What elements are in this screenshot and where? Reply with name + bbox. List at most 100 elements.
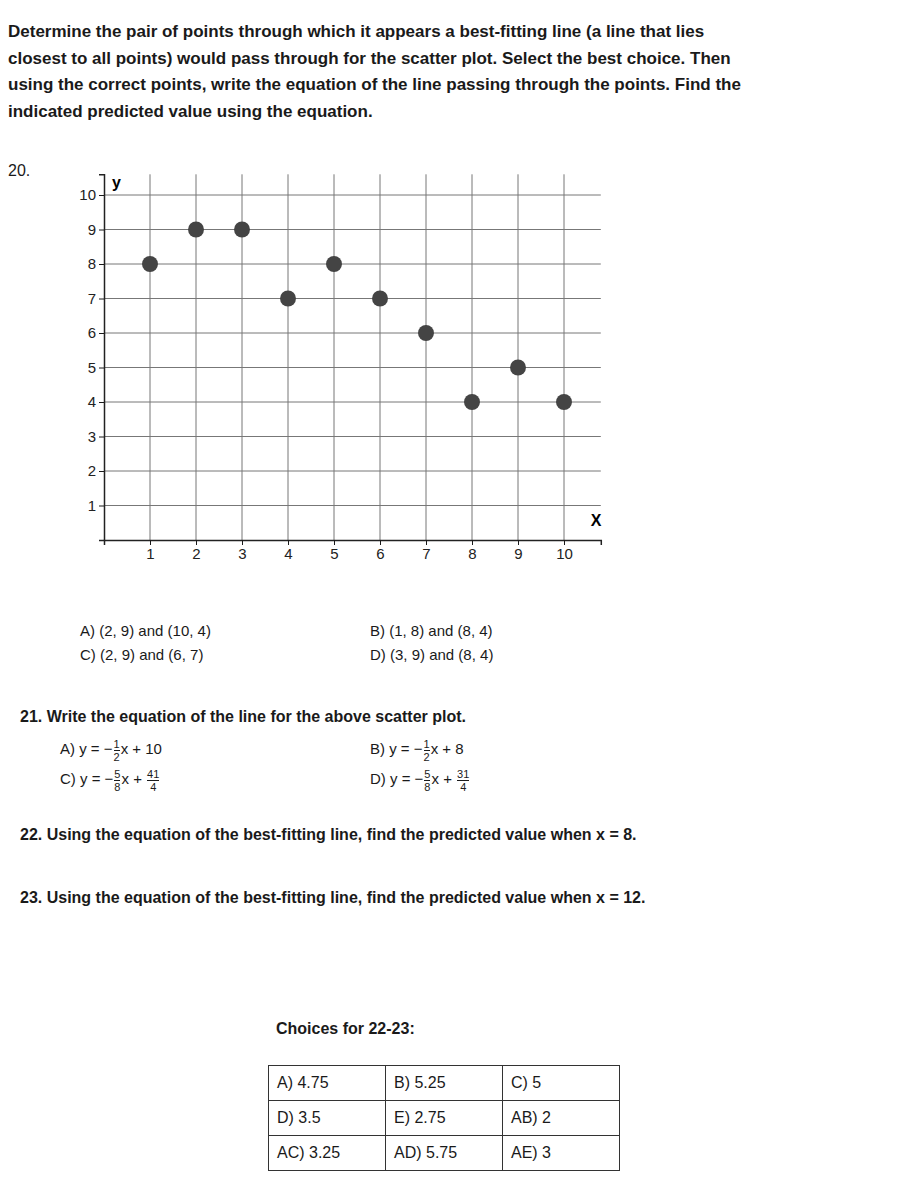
table-row: D) 3.5E) 2.75AB) 2 [269,1101,620,1136]
tick-label: 9 [514,545,522,562]
axis-title: X [591,512,602,529]
answer-choice: C) (2, 9) and (6, 7) [80,646,203,663]
instruction-line: indicated predicted value using the equa… [8,102,373,122]
tick-label: 4 [284,545,292,562]
answer-choice: A) (2, 9) and (10, 4) [80,622,211,639]
tick-mark [99,264,104,265]
fraction: 12 [424,738,430,763]
tick-label: 7 [88,290,96,307]
tick: 4 [88,393,104,410]
table-cell: C) 5 [503,1066,620,1101]
tick-label: 10 [79,186,96,203]
question: 21. Write the equation of the line for t… [20,708,466,726]
grid-line-y [104,402,601,403]
tick: 6 [88,324,104,341]
equation-part: y = − [390,770,423,787]
tick: 3 [88,428,104,445]
tick: 10 [79,186,104,203]
tick-label: 10 [556,545,573,562]
equation-part: y = − [389,740,422,757]
numerator: 5 [114,768,120,780]
grid-line-y [104,367,601,368]
table-cell: A) 4.75 [269,1066,386,1101]
axis-title: y [112,174,121,191]
tick: 1 [146,540,154,562]
tick: 7 [88,290,104,307]
tick-label: 6 [376,545,384,562]
tick: 6 [376,540,384,562]
data-point [142,256,158,272]
question: 23. Using the equation of the best-fitti… [20,889,645,907]
tick: 1 [88,497,104,514]
tick-label: 3 [88,428,96,445]
table-row: A) 4.75B) 5.25C) 5 [269,1066,620,1101]
equation-choice: D) y = −58x + 314 [370,768,470,793]
equation-part: x + [121,770,146,787]
tick-label: 2 [88,462,96,479]
tick-label: 1 [146,545,154,562]
tick: 10 [556,540,573,562]
tick-label: 9 [88,221,96,238]
space [76,770,80,787]
table-row: AC) 3.25AD) 5.75AE) 3 [269,1136,620,1171]
points [142,222,572,410]
tick-label: 5 [330,545,338,562]
denominator: 8 [424,780,430,793]
tick-label: 2 [192,545,200,562]
tick: 8 [88,255,104,272]
space [385,740,389,757]
fraction: 12 [114,738,120,763]
denominator: 2 [424,750,430,763]
choice-label: C) [60,770,76,787]
tick: 2 [88,462,104,479]
tick: 9 [514,540,522,562]
choices-table: A) 4.75B) 5.25C) 5D) 3.5E) 2.75AB) 2AC) … [268,1065,620,1171]
tick-mark [99,437,104,438]
data-point [234,222,250,238]
table-cell: E) 2.75 [386,1101,503,1136]
instruction-line: Determine the pair of points through whi… [8,22,704,42]
grid-line-y [104,471,601,472]
choice-label: D) [370,770,386,787]
tick: 5 [330,540,338,562]
instruction-line: using the correct points, write the equa… [8,75,741,95]
grid [104,174,601,540]
tick-mark [99,402,104,403]
fraction: 414 [147,768,159,793]
numerator: 5 [424,768,430,780]
tick-label: 4 [88,393,96,410]
numerator: 31 [457,768,469,780]
grid-line-y [104,298,601,299]
space [75,740,79,757]
equation-part: y = − [79,740,112,757]
space [386,770,390,787]
data-point [280,291,296,307]
tick-mark [99,368,104,369]
equation-part: x + 10 [121,740,162,757]
equation-part: y = − [80,770,113,787]
table-cell: AC) 3.25 [269,1136,386,1171]
data-point [510,360,526,376]
tick: 2 [192,540,200,562]
tick-label: 1 [88,497,96,514]
denominator: 2 [114,750,120,763]
denominator: 8 [114,780,120,793]
data-point [464,394,480,410]
denominator: 4 [457,780,469,793]
grid-line-y [104,505,601,506]
tick: 7 [422,540,430,562]
choices-title: Choices for 22-23: [276,1020,415,1038]
tick-label: 5 [88,359,96,376]
question: 22. Using the equation of the best-fitti… [20,826,637,844]
fraction: 314 [457,768,469,793]
question-number: 20. [8,162,30,180]
data-point [188,222,204,238]
tick: 3 [238,540,246,562]
fraction: 58 [424,768,430,793]
instruction-line: closest to all points) would pass throug… [8,49,731,69]
y-axis: 1 2 3 4 5 6 7 8 9 10 [79,175,104,541]
data-point [556,394,572,410]
x-axis: 12345678910 [105,540,602,562]
equation-choice: B) y = −12x + 8 [370,738,464,763]
answer-choice: B) (1, 8) and (8, 4) [370,622,493,639]
